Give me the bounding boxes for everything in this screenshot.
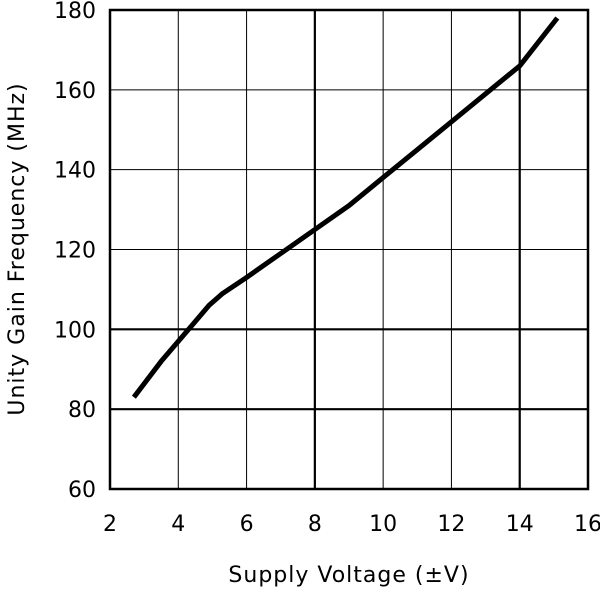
x-axis-label: Supply Voltage (±V)	[228, 563, 469, 588]
y-tick-label: 180	[54, 0, 96, 24]
grid	[110, 10, 588, 489]
plot-frame	[108, 8, 590, 491]
x-tick-label: 6	[240, 512, 254, 537]
x-tick-label: 14	[506, 512, 534, 537]
series-line	[131, 16, 560, 399]
x-tick-label: 12	[437, 512, 465, 537]
y-tick-label: 140	[54, 159, 96, 184]
y-tick-label: 100	[54, 318, 96, 343]
y-tick-label: 80	[68, 398, 96, 423]
x-tick-labels: 2 4 6 8 10 12 14 16	[103, 512, 600, 537]
x-tick-label: 10	[369, 512, 397, 537]
y-tick-label: 160	[54, 79, 96, 104]
y-axis-label: Unity Gain Frequency (MHz)	[5, 82, 30, 415]
x-tick-label: 16	[574, 512, 600, 537]
y-tick-label: 60	[68, 478, 96, 503]
x-tick-label: 2	[103, 512, 117, 537]
y-tick-label: 120	[54, 239, 96, 264]
x-tick-label: 4	[171, 512, 185, 537]
x-tick-label: 8	[308, 512, 322, 537]
y-tick-labels: 60 80 100 120 140 160 180	[54, 0, 96, 503]
